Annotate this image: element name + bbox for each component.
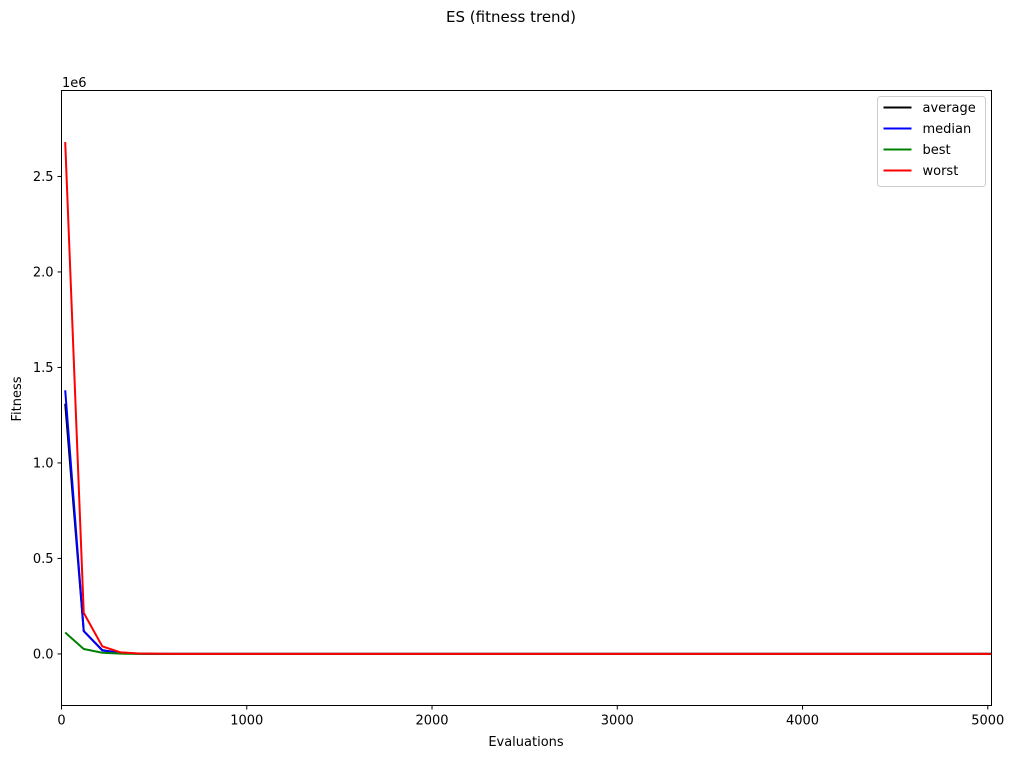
legend: average median best worst [877, 96, 986, 187]
x-tick-label: 4000 [786, 714, 819, 729]
x-tick-label: 0 [57, 714, 65, 729]
legend-label-worst: worst [923, 164, 959, 179]
legend-label-best: best [923, 143, 951, 158]
legend-box [877, 96, 986, 187]
y-tick-label: 1.0 [33, 456, 54, 471]
series-line-average [64, 403, 992, 655]
series-line-worst [64, 142, 992, 655]
axes-frame [61, 90, 992, 706]
y-tick-label: 2.5 [33, 170, 54, 185]
plot-area [64, 142, 992, 655]
y-tick-label: 0.5 [33, 552, 54, 567]
y-tick-label: 2.0 [33, 265, 54, 280]
legend-label-average: average [923, 101, 976, 116]
x-tick-label: 3000 [601, 714, 634, 729]
x-axis-label: Evaluations [488, 735, 564, 750]
series-line-best [64, 631, 992, 655]
y-axis-label: Fitness [10, 376, 25, 421]
series-line-median [64, 390, 992, 655]
y-tick-label: 0.0 [33, 647, 54, 662]
x-tick-label: 2000 [415, 714, 448, 729]
y-offset-text: 1e6 [62, 76, 87, 91]
figure-title: ES (fitness trend) [446, 8, 576, 26]
x-tick-label: 5000 [971, 714, 1004, 729]
legend-label-median: median [923, 122, 972, 137]
y-tick-label: 1.5 [33, 361, 54, 376]
x-tick-label: 1000 [230, 714, 263, 729]
